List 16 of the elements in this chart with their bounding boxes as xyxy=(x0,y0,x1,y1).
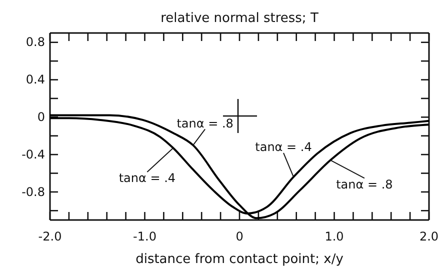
annotation: tanα = .8 xyxy=(336,177,393,192)
chart-title: relative normal stress; T xyxy=(160,11,318,26)
y-tick-label: -0.4 xyxy=(22,147,45,162)
y-tick-label: 0.4 xyxy=(26,72,45,87)
x-tick-label: 0 xyxy=(236,230,244,244)
annotation: tanα = .8 xyxy=(176,116,234,130)
x-tick-label: 1.0 xyxy=(324,230,344,244)
x-tick-label: -1.0 xyxy=(133,230,156,244)
annotation: tanα = .4 xyxy=(255,140,312,154)
y-tick-label: -0.8 xyxy=(22,184,45,199)
y-tick-label: 0 xyxy=(37,110,45,124)
x-axis-title: distance from contact point; x/y xyxy=(136,252,344,267)
x-tick-label: -2.0 xyxy=(38,230,62,244)
y-tick-label: 0.8 xyxy=(26,35,45,50)
annotation: tanα = .4 xyxy=(118,171,176,186)
x-tick-label: 2.0 xyxy=(419,230,439,244)
